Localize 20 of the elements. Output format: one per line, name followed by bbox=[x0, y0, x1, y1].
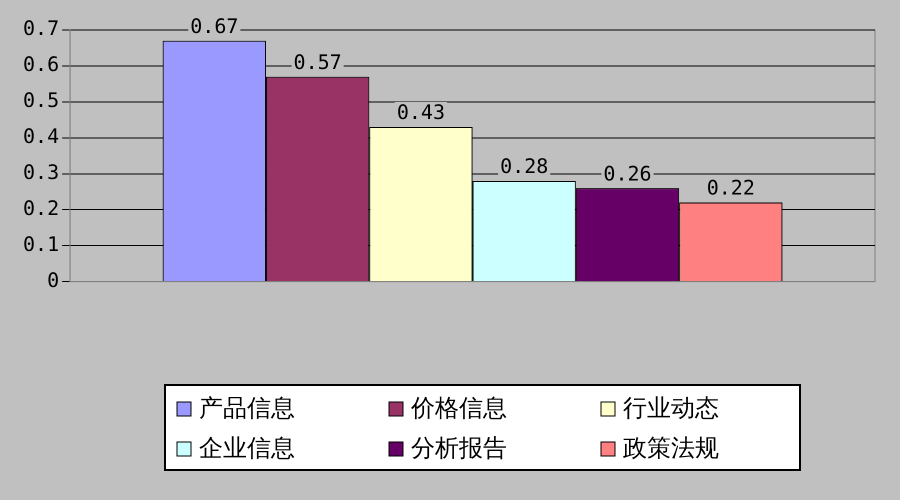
y-tick-label: 0.5 bbox=[23, 88, 60, 112]
legend-label: 产品信息 bbox=[199, 394, 295, 422]
data-label: 0.28 bbox=[500, 154, 548, 178]
data-label: 0.22 bbox=[706, 176, 755, 200]
y-tick-label: 0.6 bbox=[23, 52, 60, 76]
legend-label: 行业动态 bbox=[623, 394, 719, 422]
legend-label: 企业信息 bbox=[199, 434, 295, 462]
y-tick-label: 0.3 bbox=[23, 160, 60, 184]
legend-label: 政策法规 bbox=[623, 434, 719, 462]
data-label: 0.26 bbox=[603, 161, 652, 186]
data-label: 0.57 bbox=[294, 50, 342, 74]
y-tick-label: 0.7 bbox=[23, 16, 60, 40]
data-label: 0.43 bbox=[396, 100, 445, 124]
y-tick-label: 0.1 bbox=[23, 232, 60, 256]
y-tick-label: 0.4 bbox=[23, 124, 60, 148]
y-tick-label: 0.2 bbox=[23, 196, 60, 220]
y-tick-label: 0 bbox=[47, 268, 60, 292]
legend-label: 分析报告 bbox=[411, 434, 507, 462]
legend-label: 价格信息 bbox=[410, 394, 507, 422]
data-label: 0.67 bbox=[190, 14, 238, 38]
